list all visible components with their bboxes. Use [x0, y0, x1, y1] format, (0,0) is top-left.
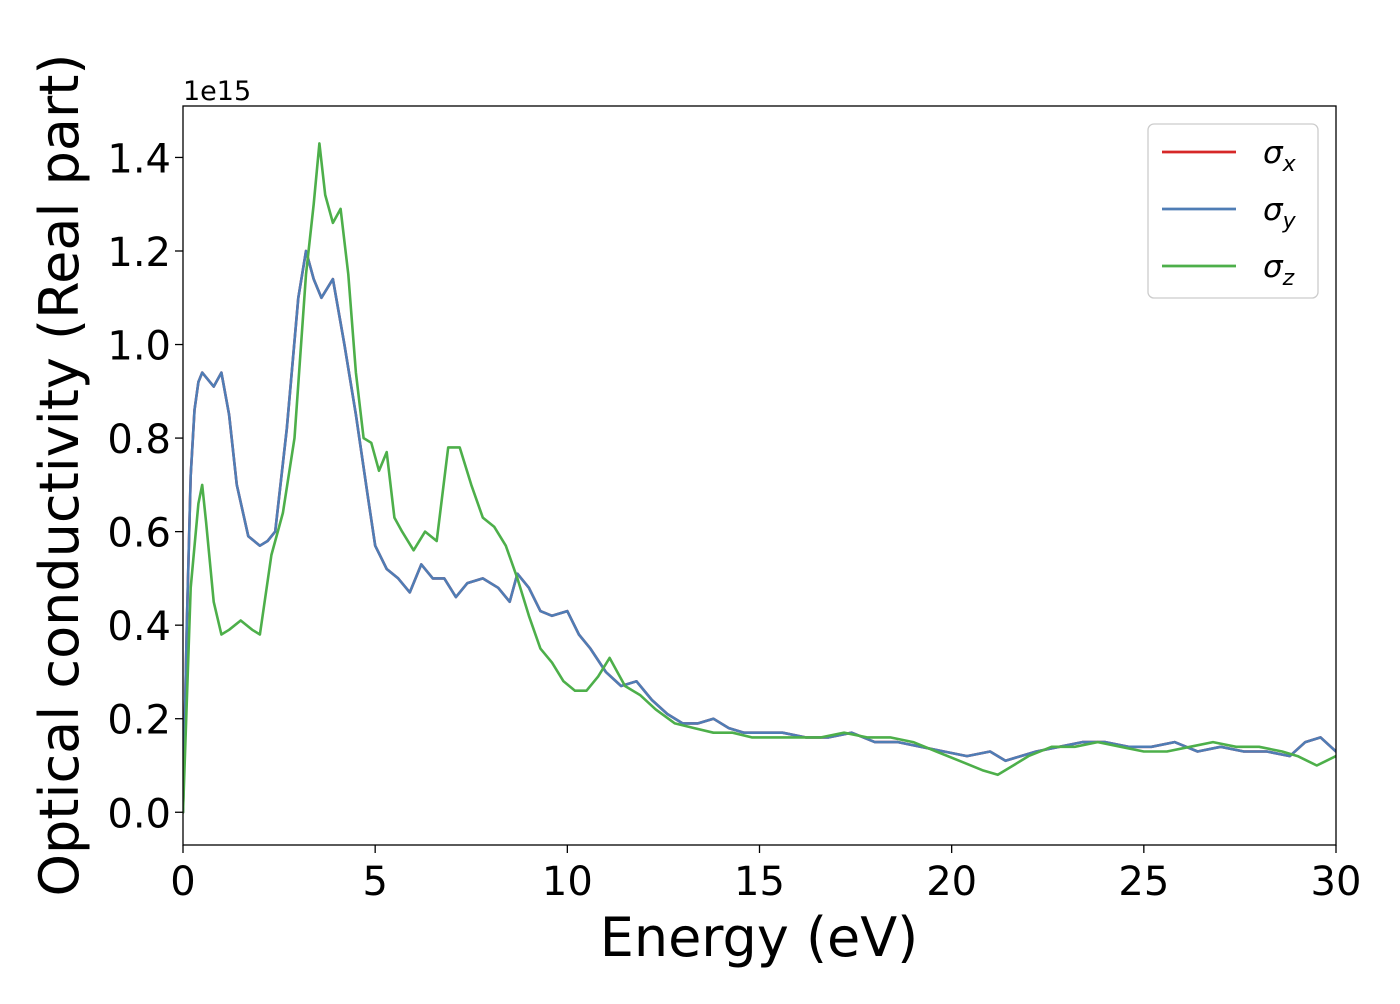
y-tick-label: 0.6: [107, 511, 171, 557]
y-tick-label: 0.2: [107, 698, 171, 744]
x-tick-label: 0: [170, 859, 195, 905]
axes-layer: 0 5 10 15 20 25 30 0.0 0.2 0.4 0.6 0.8 1.0 1.2 1.4: [107, 105, 1362, 905]
series-line-x: [183, 249, 1336, 814]
y-axis-title: Optical conductivity (Real part): [28, 54, 91, 897]
x-tick-label: 10: [542, 859, 593, 905]
y-tick-label: 0.8: [107, 417, 171, 463]
x-tick-label: 15: [734, 859, 785, 905]
legend-label-z: σz: [1263, 249, 1295, 291]
x-tick-label: 25: [1118, 859, 1169, 905]
legend-box: [1147, 123, 1319, 299]
x-tick-label: 5: [362, 859, 387, 905]
legend: σx σy σz: [1147, 123, 1319, 299]
y-tick-label: 0.0: [107, 791, 171, 837]
series-line-z: [183, 142, 1336, 814]
legend-label-x: σx: [1263, 135, 1297, 177]
y-offset-label: 1e15: [183, 76, 251, 107]
x-tick-label: 30: [1311, 859, 1362, 905]
x-axis-title: Energy (eV): [600, 906, 919, 969]
y-tick-label: 0.4: [107, 604, 171, 650]
y-tick-label: 1.2: [107, 230, 171, 276]
x-tick-label: 20: [926, 859, 977, 905]
series-line-y: [183, 249, 1336, 814]
legend-label-y: σy: [1263, 192, 1297, 234]
y-tick-label: 1.0: [107, 324, 171, 370]
plot-layer: [183, 142, 1336, 814]
y-tick-label: 1.4: [107, 136, 171, 182]
